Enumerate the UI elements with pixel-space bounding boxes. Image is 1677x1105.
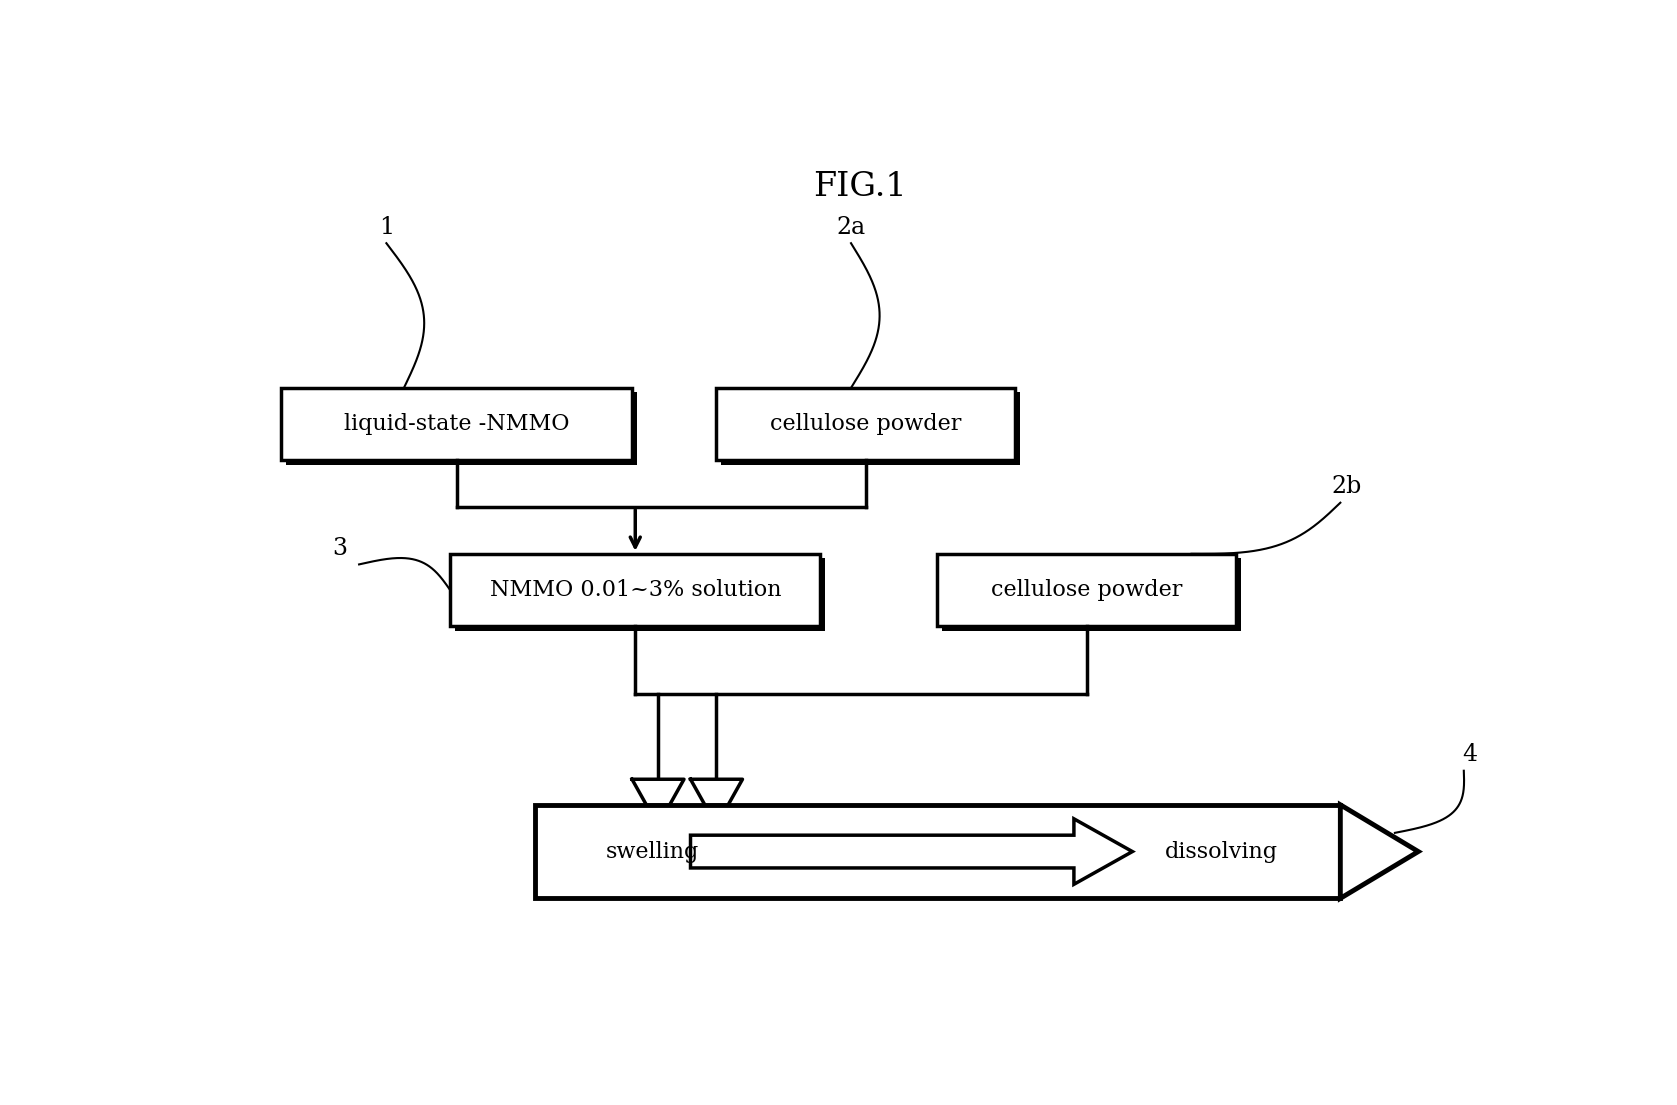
Text: 2b: 2b: [1332, 475, 1362, 498]
Polygon shape: [454, 558, 825, 631]
Text: 1: 1: [379, 215, 394, 239]
Text: dissolving: dissolving: [1166, 841, 1278, 863]
Text: swelling: swelling: [605, 841, 699, 863]
Polygon shape: [285, 392, 637, 465]
Text: FIG.1: FIG.1: [813, 171, 906, 203]
Polygon shape: [1340, 804, 1419, 898]
Polygon shape: [691, 819, 1132, 884]
Text: cellulose powder: cellulose powder: [991, 579, 1182, 601]
Text: NMMO 0.01~3% solution: NMMO 0.01~3% solution: [490, 579, 781, 601]
FancyBboxPatch shape: [937, 554, 1236, 627]
Text: cellulose powder: cellulose powder: [770, 413, 961, 435]
Polygon shape: [942, 558, 1241, 631]
Text: 3: 3: [332, 537, 347, 560]
Text: 2a: 2a: [837, 215, 865, 239]
FancyBboxPatch shape: [535, 804, 1340, 898]
Polygon shape: [721, 392, 1020, 465]
Text: liquid-state -NMMO: liquid-state -NMMO: [344, 413, 569, 435]
FancyBboxPatch shape: [716, 388, 1015, 460]
FancyBboxPatch shape: [449, 554, 820, 627]
Polygon shape: [691, 779, 743, 804]
Text: 4: 4: [1462, 744, 1477, 767]
FancyBboxPatch shape: [282, 388, 632, 460]
Polygon shape: [632, 779, 684, 804]
